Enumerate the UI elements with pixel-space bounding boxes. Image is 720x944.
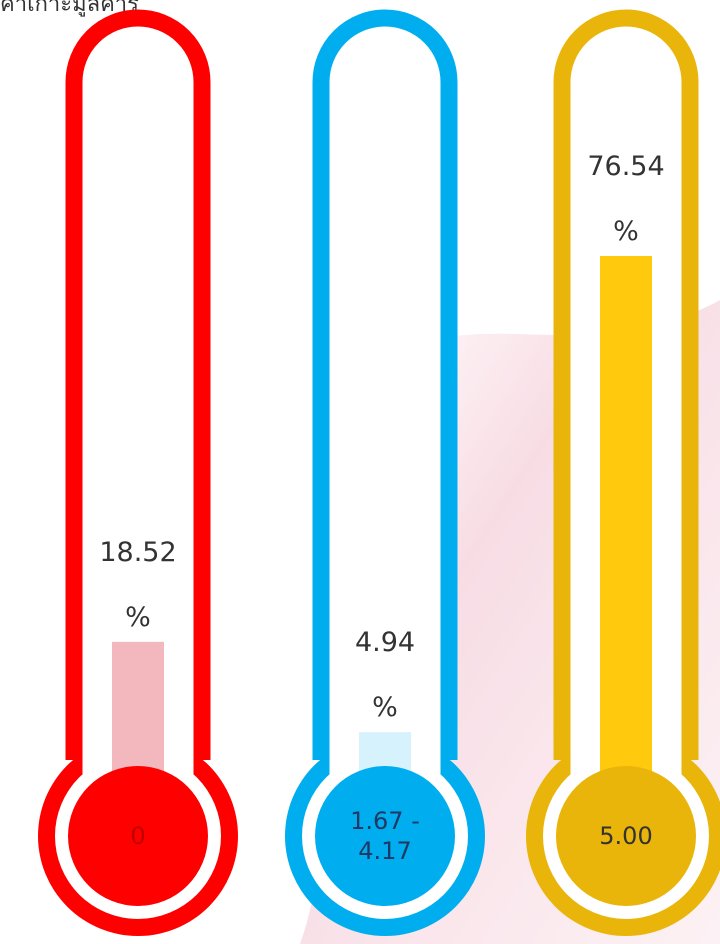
thermometer [38,9,238,936]
bulb-fill [68,766,208,906]
value-label: 18.52 [99,536,177,568]
category-label: 0 [130,822,146,850]
category-label: 4.17 [358,837,412,865]
thermometer [285,9,485,936]
percent-label: % [125,601,151,633]
tube-outline [65,9,211,760]
thermometer [526,9,720,936]
percent-label: % [613,216,639,247]
bulb-fill [556,766,696,906]
tube-outline [312,9,458,760]
bulb-fill [315,766,455,906]
value-bar [600,256,652,790]
value-label: 76.54 [587,151,665,182]
header-text: ค่าเกาะมูลค่าร [0,0,139,17]
value-label: 4.94 [354,627,416,659]
category-label: 1.67 - [350,807,420,835]
category-label: 5.00 [599,822,653,850]
value-bar [112,641,164,790]
percent-label: % [372,692,398,724]
